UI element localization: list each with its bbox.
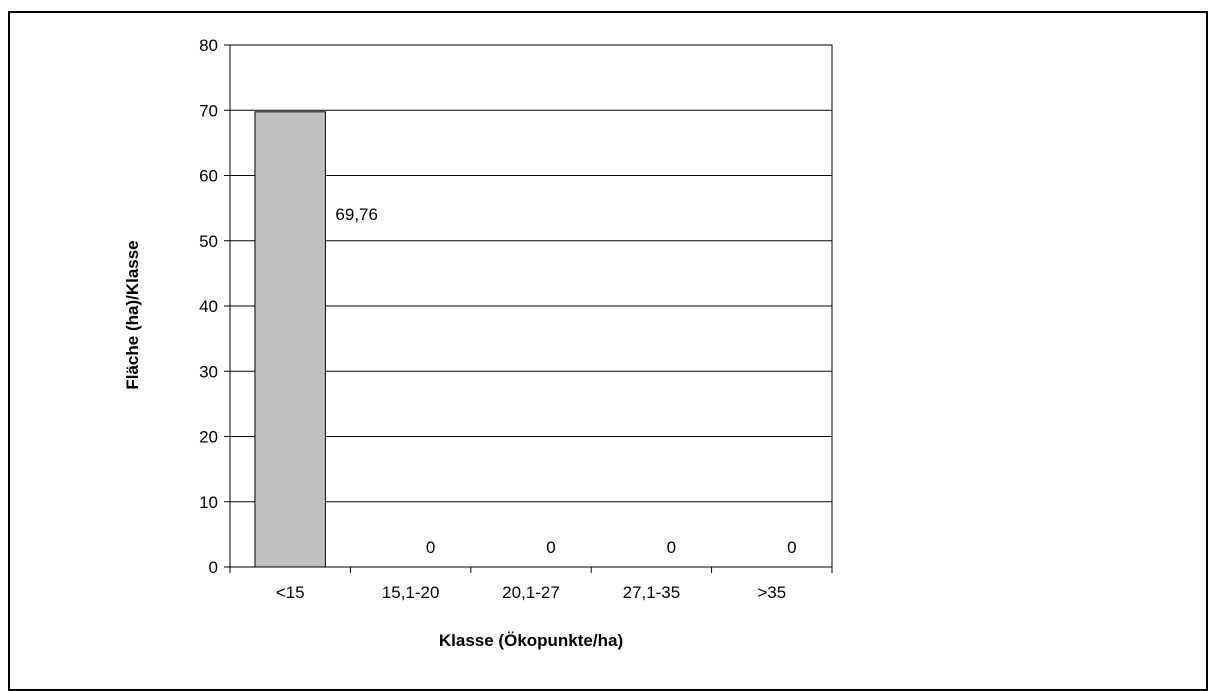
chart-frame <box>8 11 1208 691</box>
y-tick-label: 60 <box>199 167 218 186</box>
y-tick-label: 40 <box>199 297 218 316</box>
y-tick-label: 70 <box>199 101 218 120</box>
bar-chart: 0 10 20 30 40 50 60 70 80 <15 15,1-20 20,1-27 27,1-… <box>123 36 833 650</box>
y-tick-label: 80 <box>199 36 218 55</box>
y-tick-label: 0 <box>209 558 218 577</box>
data-label: 0 <box>667 538 676 557</box>
x-tick-label: 20,1-27 <box>502 583 560 602</box>
data-labels: 69,76 0 0 0 0 <box>335 205 796 557</box>
data-label: 0 <box>787 538 796 557</box>
data-label: 69,76 <box>335 205 378 224</box>
x-tick-label: >35 <box>757 583 786 602</box>
bars <box>254 111 326 568</box>
x-axis-title: Klasse (Ökopunkte/ha) <box>439 631 623 650</box>
gridlines <box>230 109 832 503</box>
y-axis: 0 10 20 30 40 50 60 70 80 <box>199 36 230 577</box>
bar <box>254 111 326 568</box>
y-tick-label: 30 <box>199 362 218 381</box>
data-label: 0 <box>426 538 435 557</box>
y-tick-label: 50 <box>199 232 218 251</box>
x-tick-label: 15,1-20 <box>382 583 440 602</box>
x-axis: <15 15,1-20 20,1-27 27,1-35 >35 <box>229 567 833 602</box>
y-tick-label: 20 <box>199 428 218 447</box>
data-label: 0 <box>546 538 555 557</box>
y-axis-title: Fläche (ha)/Klasse <box>123 240 142 389</box>
y-tick-label: 10 <box>199 493 218 512</box>
x-tick-label: <15 <box>276 583 305 602</box>
x-tick-label: 27,1-35 <box>623 583 681 602</box>
